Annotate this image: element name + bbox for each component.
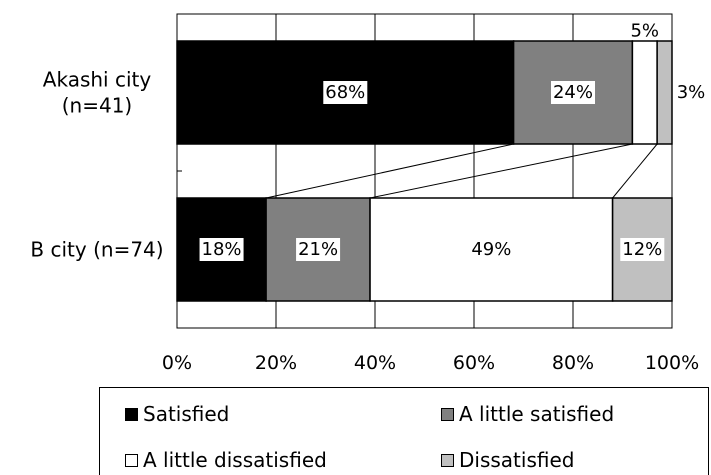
legend-label-a-little-satisfied: A little satisfied: [459, 402, 615, 426]
data-label-background: [296, 238, 341, 261]
x-tick-label: 20%: [255, 352, 297, 374]
legend-label-a-little-dissatisfied: A little dissatisfied: [143, 448, 327, 472]
data-label-background: [323, 81, 368, 104]
data-label: 68%: [325, 82, 365, 103]
legend-swatch-a-little-satisfied: [441, 407, 454, 421]
legend-swatch-a-little-dissatisfied: [125, 453, 138, 467]
x-tick-label: 100%: [645, 352, 699, 374]
category-label: Akashi city: [43, 68, 152, 92]
data-label: 5%: [630, 21, 659, 42]
data-label-background: [620, 238, 665, 261]
series-line: [265, 143, 514, 199]
category-label: B city (n=74): [30, 238, 163, 262]
data-label: 21%: [298, 239, 338, 260]
legend-item-satisfied: Satisfied: [125, 402, 229, 426]
legend-swatch-dissatisfied: [441, 453, 454, 467]
data-label: 12%: [622, 239, 662, 260]
bar-segment: [631, 40, 658, 145]
data-label-background: [550, 81, 596, 104]
legend: Satisfied A little satisfied A little di…: [99, 387, 709, 475]
category-label: (n=41): [62, 94, 133, 118]
legend-item-a-little-dissatisfied: A little dissatisfied: [125, 448, 327, 472]
data-label: 24%: [553, 82, 593, 103]
x-tick-label: 60%: [453, 352, 495, 374]
x-tick-label: 40%: [354, 352, 396, 374]
data-label: 18%: [202, 239, 242, 260]
x-tick-label: 0%: [162, 352, 192, 374]
legend-swatch-satisfied: [125, 407, 138, 421]
data-label: 3%: [677, 82, 706, 103]
series-line: [369, 143, 633, 199]
data-label: 49%: [471, 239, 511, 260]
legend-item-dissatisfied: Dissatisfied: [441, 448, 574, 472]
legend-label-dissatisfied: Dissatisfied: [459, 448, 575, 472]
legend-label-satisfied: Satisfied: [143, 402, 230, 426]
legend-item-a-little-satisfied: A little satisfied: [441, 402, 614, 426]
bar-segment: [656, 40, 673, 145]
data-label-background: [199, 238, 244, 261]
series-line: [612, 143, 658, 199]
data-label-background: [469, 238, 514, 261]
x-tick-label: 80%: [552, 352, 594, 374]
